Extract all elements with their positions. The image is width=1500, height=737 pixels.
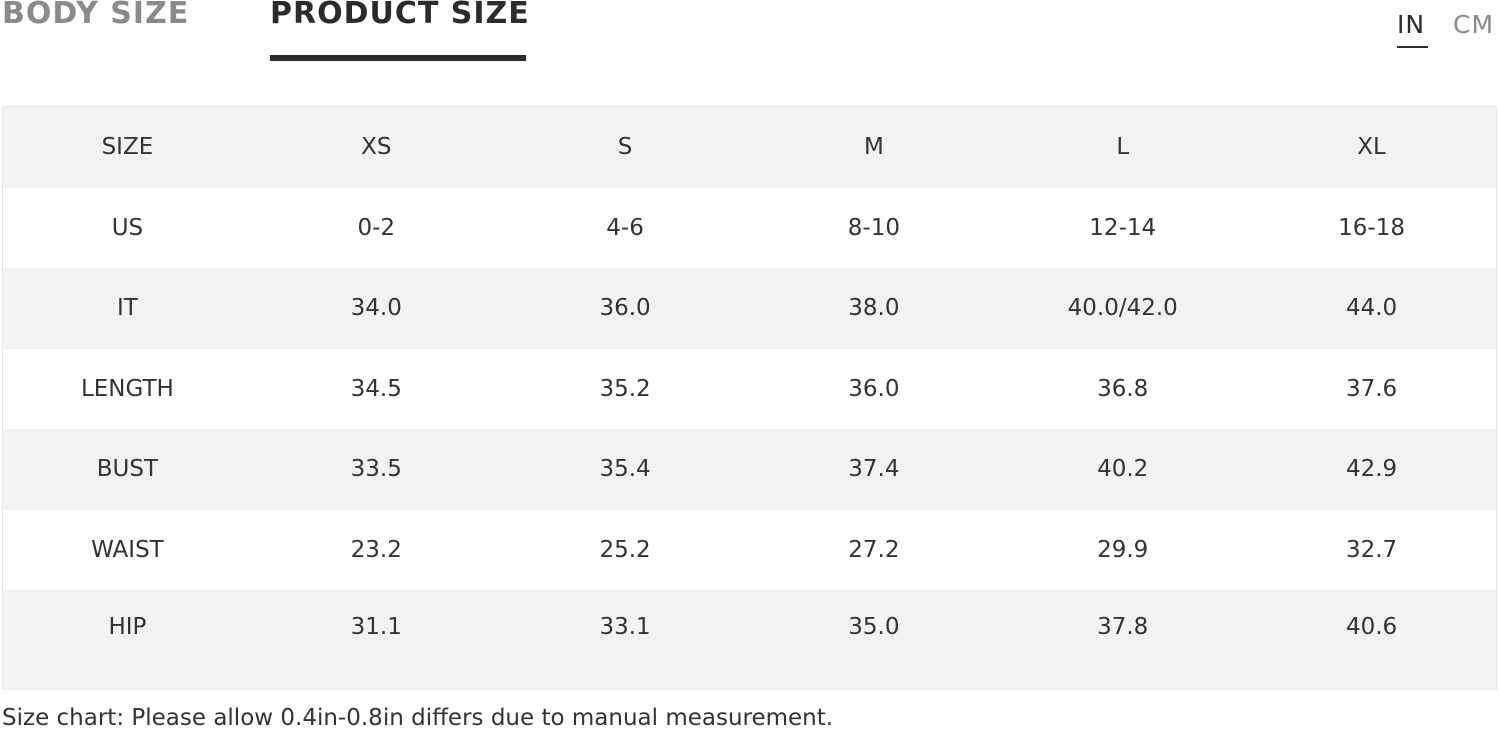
table-cell: 12-14 [1089, 214, 1157, 241]
tab-underline [270, 55, 526, 61]
table-cell: 33.1 [599, 614, 651, 640]
table-row: WAIST 23.2 25.2 27.2 29.9 32.7 [3, 510, 1496, 591]
header-row: SIZE XS S M L XL [3, 107, 1496, 188]
row-label: LENGTH [80, 375, 174, 402]
table-cell: 4-6 [606, 214, 644, 241]
table-cell: 38.0 [848, 295, 900, 322]
unit-underline [1397, 46, 1428, 48]
header-cell: S [617, 134, 633, 161]
table-row: US 0-2 4-6 8-10 12-14 16-18 [3, 188, 1496, 269]
row-label: US [111, 214, 144, 241]
header-cell: M [863, 134, 884, 161]
table-cell: 34.5 [350, 375, 402, 402]
table-cell: 36.0 [848, 375, 900, 402]
row-label: BUST [96, 456, 159, 483]
header-cell: XS [361, 134, 392, 161]
tab-active[interactable]: PRODUCT SIZE [270, 0, 530, 31]
table-cell: 29.9 [1097, 536, 1149, 563]
table-cell: 37.4 [848, 456, 900, 483]
table-cell: 27.2 [848, 536, 900, 563]
header-cell: L [1116, 134, 1130, 161]
table-cell: 34.0 [350, 295, 402, 322]
table-cell: 36.8 [1097, 375, 1149, 402]
table-cell: 35.0 [848, 614, 900, 640]
table-cell: 25.2 [599, 536, 651, 563]
table-cell: 31.1 [350, 614, 402, 640]
unit-toggle-active[interactable]: IN [1397, 10, 1426, 39]
table-row: IT 34.0 36.0 38.0 40.0/42.0 44.0 [3, 268, 1496, 349]
table-cell: 23.2 [350, 536, 402, 563]
table-cell: 40.0/42.0 [1067, 295, 1178, 322]
unit-toggle[interactable]: CM [1453, 10, 1495, 39]
table-cell: 0-2 [357, 214, 396, 241]
row-label: HIP [108, 614, 147, 640]
header-cell: XL [1357, 134, 1386, 161]
table-row: HIP 31.1 33.1 35.0 37.8 40.6 [3, 590, 1496, 690]
table-cell: 37.8 [1097, 614, 1149, 640]
table-cell: 35.2 [599, 375, 651, 402]
header-cell: SIZE [101, 134, 154, 161]
table-cell: 8-10 [847, 214, 900, 241]
table-row: BUST 33.5 35.4 37.4 40.2 42.9 [3, 429, 1496, 510]
table-cell: 35.4 [599, 456, 651, 483]
table-cell: 37.6 [1345, 375, 1398, 402]
table-cell: 40.2 [1097, 456, 1149, 483]
table-cell: 42.9 [1345, 456, 1398, 483]
table-cell: 44.0 [1345, 295, 1398, 322]
table-cell: 36.0 [599, 295, 651, 322]
row-label: IT [116, 295, 138, 322]
table-cell: 32.7 [1345, 536, 1398, 563]
table-cell: 16-18 [1338, 214, 1405, 241]
size-table: SIZE XS S M L XL US 0-2 4-6 8-10 12-14 16-18 IT 34.0 3… [2, 106, 1497, 690]
row-label: WAIST [91, 536, 164, 563]
table-cell: 40.6 [1345, 614, 1398, 640]
note: Size chart: Please allow 0.4in-0.8in dif… [2, 705, 834, 731]
table-row: LENGTH 34.5 35.2 36.0 36.8 37.6 [3, 349, 1496, 430]
table-cell: 33.5 [350, 456, 402, 483]
tab[interactable]: BODY SIZE [2, 0, 190, 31]
